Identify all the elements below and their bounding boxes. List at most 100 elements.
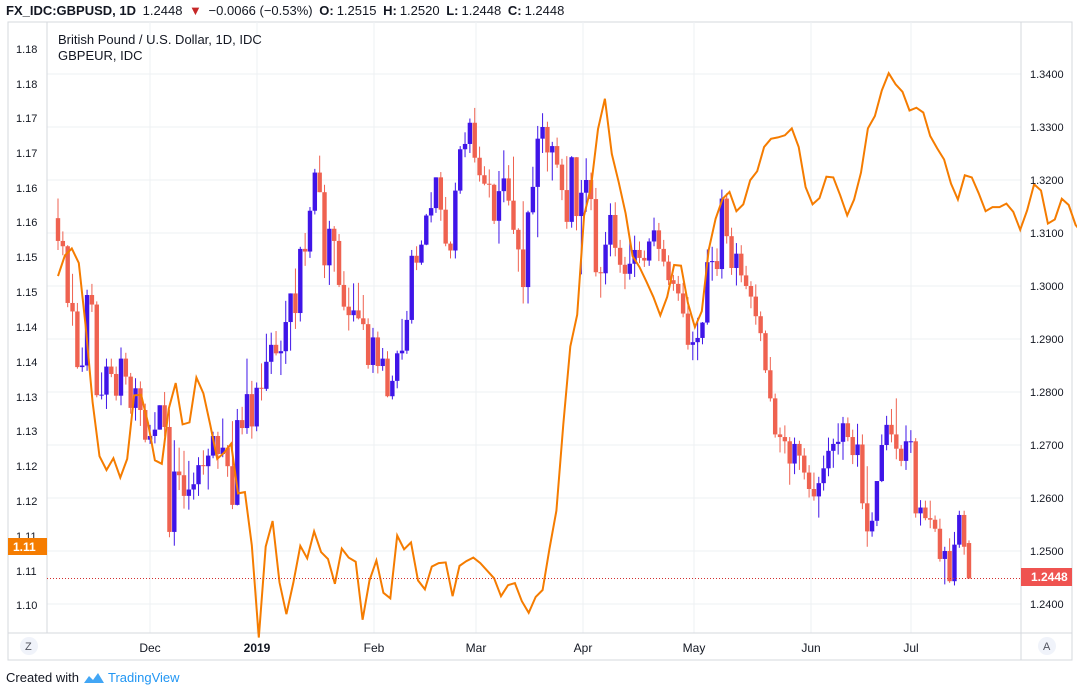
candle-body <box>937 528 943 559</box>
candle-body <box>351 310 356 316</box>
candle-body <box>186 489 192 496</box>
candle-body <box>777 434 783 438</box>
candle-body <box>269 344 274 362</box>
candle-body <box>598 272 603 274</box>
candle-body <box>80 365 85 368</box>
candle-body <box>206 455 211 467</box>
candle-body <box>530 186 536 213</box>
candle-body <box>375 337 381 367</box>
z-button[interactable]: Z <box>20 637 38 655</box>
right-axis[interactable]: 1.3400 1.3300 1.3200 1.3100 1.3000 1.2900 1.28… <box>1030 69 1064 611</box>
candle-body <box>690 342 695 345</box>
tradingview-brand[interactable]: TradingView <box>83 670 180 685</box>
candle-body <box>128 376 133 408</box>
right-tick-label: 1.2800 <box>1030 387 1064 399</box>
left-tick-label: 1.18 <box>16 79 37 91</box>
left-axis[interactable]: 1.18 1.18 1.17 1.17 1.16 1.16 1.15 1.15 1.14 1.14… <box>16 44 37 612</box>
candle-body <box>361 318 366 325</box>
right-tick-label: 1.3000 <box>1030 281 1064 293</box>
candle-body <box>772 398 778 435</box>
candle-body <box>908 441 914 443</box>
candles-group <box>55 107 972 586</box>
time-axis[interactable]: Dec 2019 Feb Mar Apr May Jun Jul <box>139 641 918 655</box>
change-value: −0.0066 (−0.53%) <box>208 3 313 18</box>
candle-body <box>840 423 846 442</box>
candle-body <box>666 261 671 281</box>
candle-body <box>55 218 61 241</box>
high-label: H: <box>383 3 397 18</box>
candle-body <box>70 302 75 312</box>
candle-body <box>491 184 497 221</box>
candle-body <box>424 215 429 245</box>
a-button-label[interactable]: A <box>1043 641 1051 653</box>
candle-body <box>617 247 623 265</box>
candle-body <box>506 178 511 201</box>
candle-body <box>113 373 119 396</box>
candle-body <box>138 388 143 411</box>
candle-body <box>487 183 492 185</box>
candle-body <box>254 387 259 427</box>
candle-body <box>835 441 841 444</box>
candle-body <box>642 257 647 261</box>
open-value: 1.2515 <box>336 3 377 18</box>
candle-body <box>874 481 880 521</box>
candle-body <box>705 262 710 323</box>
left-tick-label: 1.14 <box>16 357 37 369</box>
candle-body <box>462 143 468 150</box>
left-tick-label: 1.13 <box>16 426 37 438</box>
candle-body <box>322 192 327 266</box>
candle-body <box>787 441 792 464</box>
candle-body <box>336 240 342 285</box>
candle-body <box>181 475 187 496</box>
candle-body <box>898 448 904 461</box>
candle-body <box>99 394 104 396</box>
left-tick-label: 1.12 <box>16 461 37 473</box>
candle-body <box>453 190 458 251</box>
symbol-name[interactable]: FX_IDC:GBPUSD, 1D <box>6 3 137 18</box>
candle-body <box>152 429 158 436</box>
left-tick-label: 1.10 <box>16 600 37 612</box>
z-button-bg[interactable] <box>20 637 38 655</box>
candle-body <box>84 295 90 366</box>
left-price-tag: 1.11 <box>8 538 47 555</box>
a-button-bg[interactable] <box>1038 637 1056 655</box>
left-tick-label: 1.12 <box>16 496 37 508</box>
candle-body <box>574 157 579 217</box>
candle-body <box>676 283 681 294</box>
candle-body <box>792 443 797 464</box>
candle-body <box>191 484 196 490</box>
candle-body <box>511 200 516 230</box>
right-tick-label: 1.2400 <box>1030 599 1064 611</box>
candle-body <box>419 244 424 263</box>
price-chart[interactable]: 1.18 1.18 1.17 1.17 1.16 1.16 1.15 1.15 1.14 1.14… <box>0 0 1077 668</box>
candle-body <box>656 230 662 249</box>
candle-body <box>554 146 560 165</box>
candle-body <box>390 380 395 397</box>
candle-body <box>428 208 434 216</box>
left-price-tag-bg <box>8 538 47 555</box>
candle-body <box>201 465 206 467</box>
candle-body <box>700 322 705 338</box>
candle-body <box>346 306 351 316</box>
candle-body <box>680 293 686 314</box>
candle-body <box>307 210 313 252</box>
time-tick-label: Feb <box>364 641 385 655</box>
candle-body <box>312 172 318 211</box>
candle-body <box>923 507 928 519</box>
candle-body <box>235 420 240 505</box>
candle-body <box>293 293 298 314</box>
candle-body <box>729 236 734 268</box>
candle-body <box>433 177 439 209</box>
a-button[interactable]: A <box>1038 637 1056 655</box>
z-button-label[interactable]: Z <box>25 641 32 653</box>
candle-body <box>593 199 599 273</box>
legend-compare[interactable]: GBPEUR, IDC <box>58 48 143 63</box>
left-tick-label: 1.17 <box>16 148 37 160</box>
time-tick-label: Jun <box>801 641 820 655</box>
candle-body <box>942 551 947 559</box>
legend-main[interactable]: British Pound / U.S. Dollar, 1D, IDC <box>58 32 262 47</box>
candle-body <box>816 483 821 497</box>
time-tick-label: Jul <box>903 641 918 655</box>
candle-body <box>317 172 322 193</box>
candle-body <box>210 435 216 456</box>
